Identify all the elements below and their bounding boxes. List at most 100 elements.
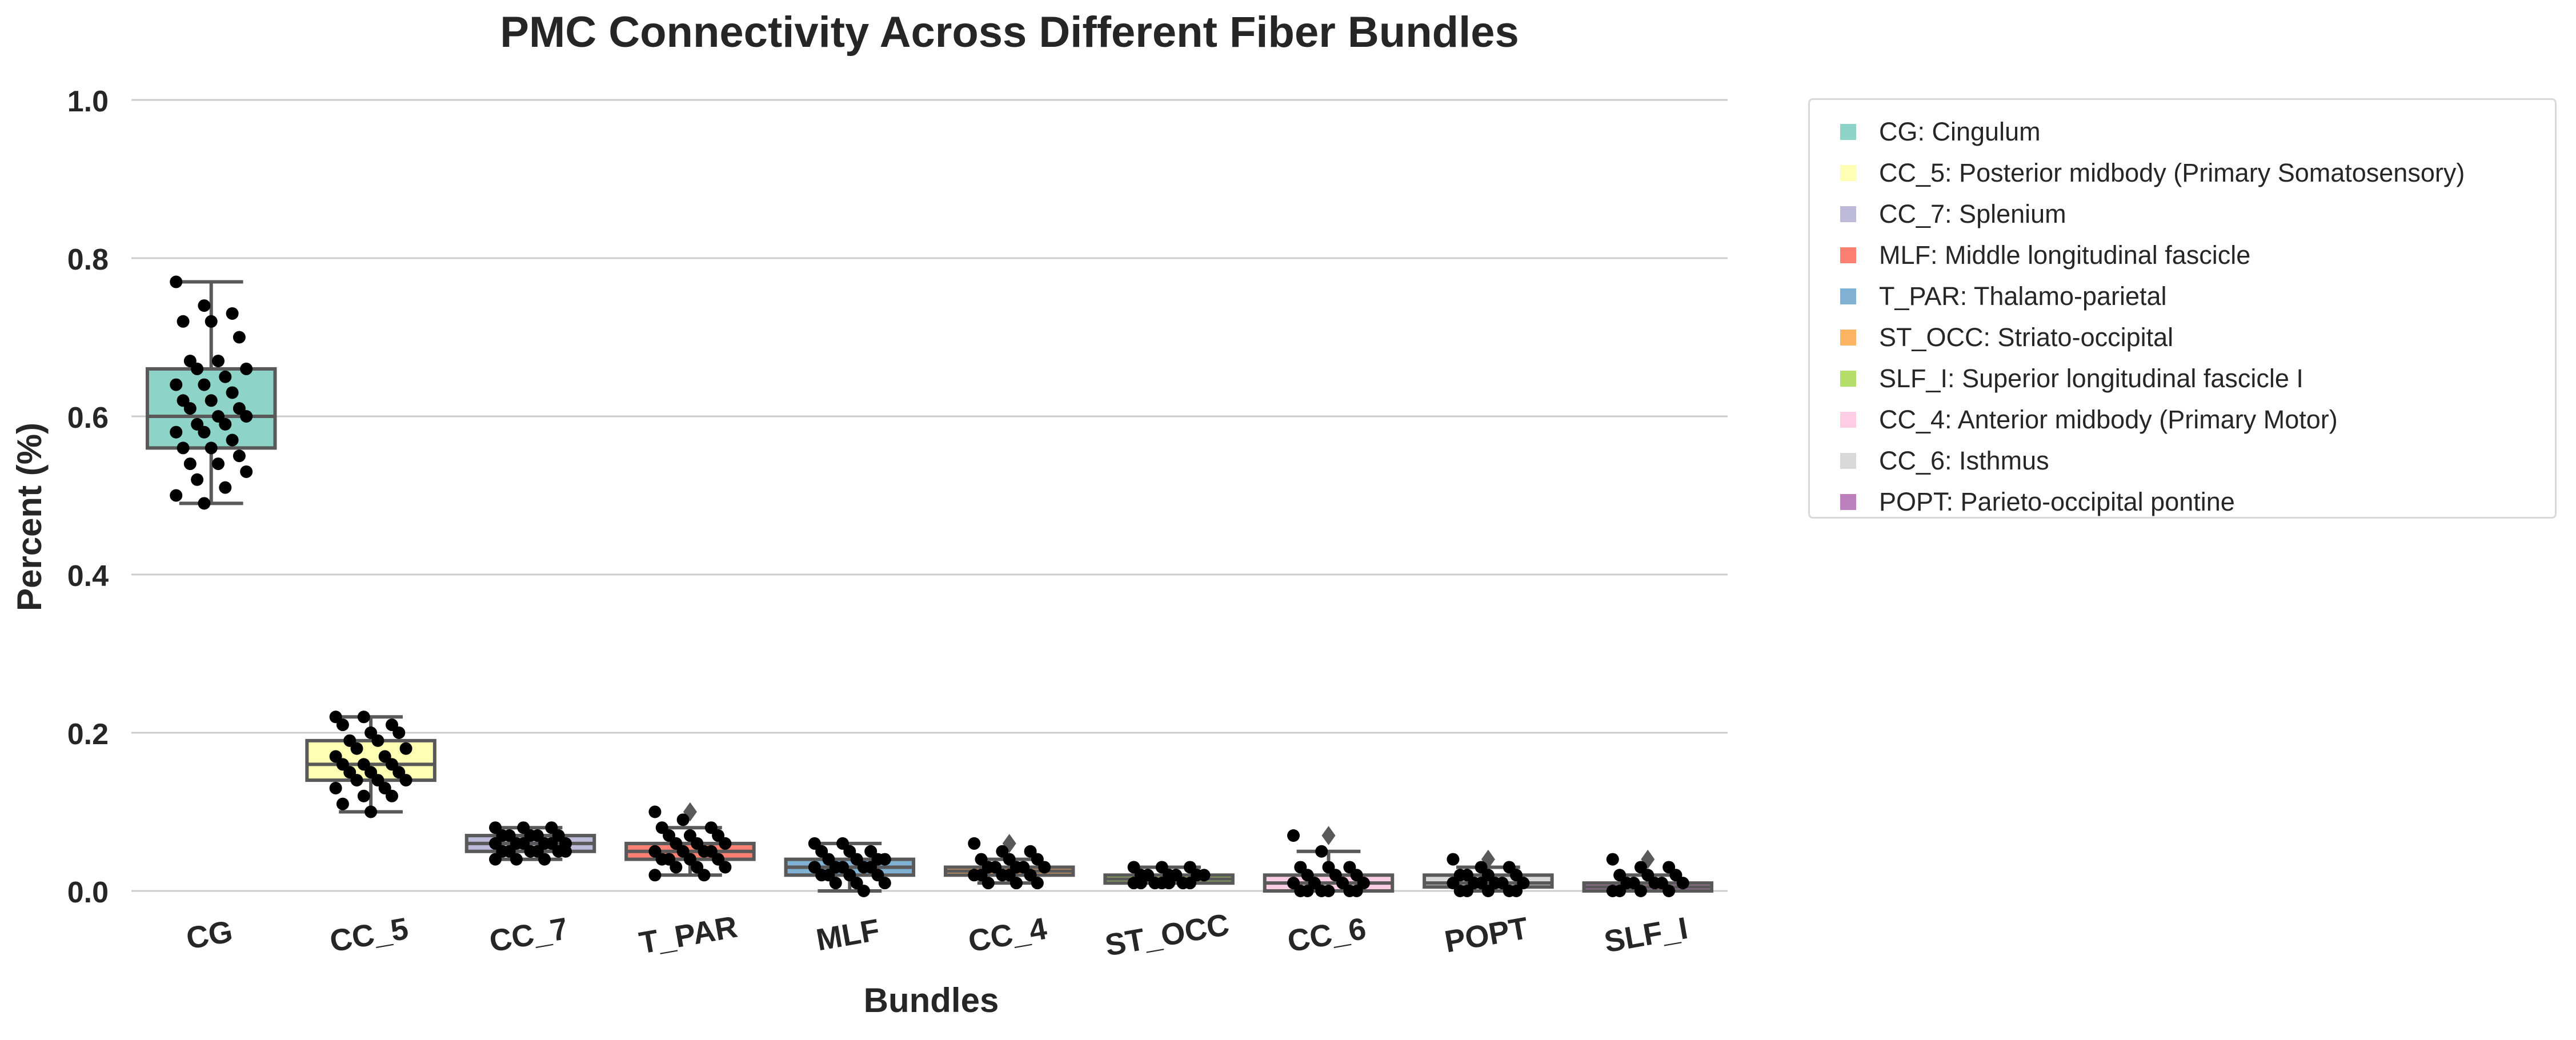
box-cc-4 xyxy=(943,834,1075,890)
data-point xyxy=(1287,829,1300,842)
x-tick-label: CC_6 xyxy=(1285,911,1368,959)
data-point xyxy=(1676,877,1689,890)
x-tick-label: SLF_I xyxy=(1602,911,1690,959)
legend-label: CC_4: Anterior midbody (Primary Motor) xyxy=(1879,405,2338,434)
box-popt xyxy=(1423,849,1554,897)
data-point xyxy=(205,394,218,407)
data-point xyxy=(1447,853,1460,866)
data-point xyxy=(336,718,349,732)
legend-label: CC_5: Posterior midbody (Primary Somatos… xyxy=(1879,158,2465,187)
data-point xyxy=(336,797,349,810)
legend-swatch xyxy=(1840,288,1856,304)
x-tick-label: CC_5 xyxy=(327,911,411,959)
legend-label: ST_OCC: Striato-occipital xyxy=(1879,323,2174,352)
data-point xyxy=(233,331,246,344)
x-tick-label: CG xyxy=(183,914,235,956)
y-tick-label: 0.2 xyxy=(67,718,109,751)
data-point xyxy=(364,805,378,818)
data-point xyxy=(719,861,732,874)
data-point xyxy=(670,861,683,874)
data-point xyxy=(1461,885,1474,897)
x-tick-label: POPT xyxy=(1442,911,1531,959)
data-point xyxy=(211,457,225,471)
legend-swatch xyxy=(1840,494,1856,510)
legend-item: SLF_I: Superior longitudinal fascicle I xyxy=(1840,358,2303,399)
data-point xyxy=(205,315,218,328)
box-cc-7 xyxy=(464,821,596,866)
outlier-marker xyxy=(1321,826,1336,845)
legend-label: CC_6: Isthmus xyxy=(1879,446,2049,475)
data-point xyxy=(350,774,363,787)
legend-item: ST_OCC: Striato-occipital xyxy=(1840,317,2173,358)
data-point xyxy=(177,315,190,328)
legend-item: MLF: Middle longitudinal fascicle xyxy=(1840,235,2250,276)
legend-item: T_PAR: Thalamo-parietal xyxy=(1840,276,2167,317)
data-point xyxy=(399,774,412,787)
data-point xyxy=(968,837,981,850)
box-st-occ xyxy=(1103,861,1235,890)
y-tick-label: 1.0 xyxy=(67,85,109,118)
legend-item: CG: Cingulum xyxy=(1840,111,2041,152)
data-point xyxy=(1350,885,1363,897)
data-point xyxy=(1031,877,1044,890)
legend-label: CG: Cingulum xyxy=(1879,117,2041,146)
data-point xyxy=(219,417,232,431)
data-point xyxy=(183,457,197,471)
data-point xyxy=(191,473,204,486)
data-point xyxy=(1322,885,1335,897)
data-point xyxy=(385,789,398,802)
data-point xyxy=(170,378,183,391)
chart-title: PMC Connectivity Across Different Fiber … xyxy=(500,8,1519,57)
box-plot-series xyxy=(145,275,1714,897)
data-point xyxy=(205,441,218,455)
x-tick-label: ST_OCC xyxy=(1103,908,1232,963)
data-point xyxy=(233,449,246,463)
data-point xyxy=(170,275,183,288)
legend-label: T_PAR: Thalamo-parietal xyxy=(1879,282,2167,311)
legend-swatch xyxy=(1840,453,1856,469)
data-point xyxy=(1481,885,1495,897)
data-point xyxy=(392,726,406,739)
data-point xyxy=(198,378,211,391)
data-point xyxy=(219,481,232,494)
box-mlf xyxy=(784,837,916,897)
box-slf-i xyxy=(1582,849,1714,897)
legend-swatch xyxy=(1840,412,1856,428)
data-point xyxy=(399,742,412,755)
data-point xyxy=(878,877,891,890)
data-point xyxy=(198,425,211,439)
legend-item: POPT: Parieto-occipital pontine xyxy=(1840,481,2235,523)
data-point xyxy=(829,877,842,890)
box-t-par xyxy=(624,802,756,882)
data-point xyxy=(538,853,551,866)
data-point xyxy=(1510,885,1523,897)
data-point xyxy=(719,837,732,850)
y-tick-labels: 0.0 0.2 0.4 0.6 0.8 1.0 xyxy=(67,85,109,909)
data-point xyxy=(1662,885,1676,897)
x-tick-labels: CG CC_5 CC_7 T_PAR MLF CC_4 ST_OCC CC_6 POPT SLF_… xyxy=(183,908,1690,963)
box-cc-6 xyxy=(1263,826,1395,897)
data-point xyxy=(1038,861,1051,874)
data-point xyxy=(1315,845,1328,858)
legend-swatch xyxy=(1840,206,1856,222)
data-point xyxy=(1634,885,1648,897)
box-cc-5 xyxy=(305,710,436,818)
data-point xyxy=(191,362,204,375)
legend-item: CC_7: Splenium xyxy=(1840,194,2066,235)
data-point xyxy=(489,853,502,866)
data-point xyxy=(698,869,711,882)
data-point xyxy=(1009,877,1023,890)
data-point xyxy=(857,885,870,897)
legend-swatch xyxy=(1840,247,1856,263)
data-point xyxy=(198,299,211,312)
data-point xyxy=(1613,885,1626,897)
data-point xyxy=(198,497,211,510)
legend-swatch xyxy=(1840,371,1856,387)
data-point xyxy=(1183,877,1196,890)
data-point xyxy=(170,489,183,502)
data-point xyxy=(226,307,239,320)
data-point xyxy=(226,433,239,447)
data-point xyxy=(357,710,370,724)
legend-label: SLF_I: Superior longitudinal fascicle I xyxy=(1879,364,2303,393)
